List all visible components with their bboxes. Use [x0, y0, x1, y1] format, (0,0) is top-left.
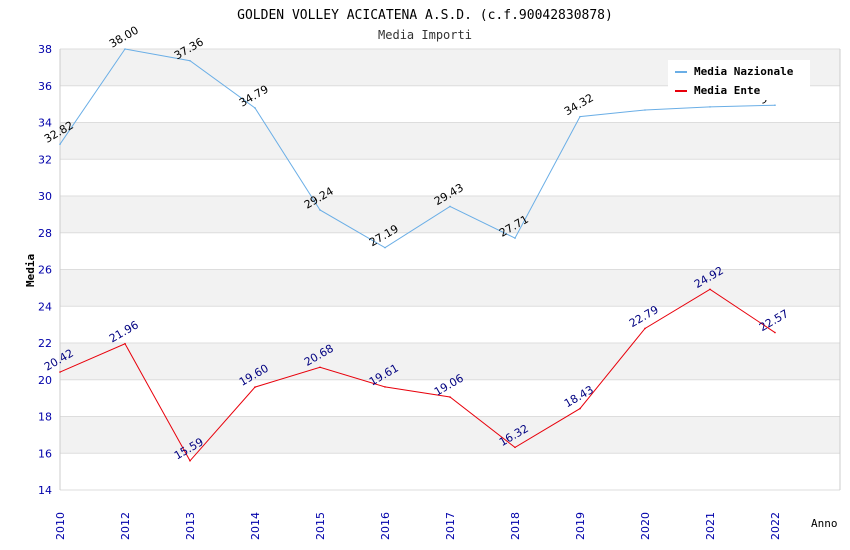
- data-point: [514, 446, 516, 449]
- data-point: [59, 143, 61, 145]
- series-line-media-nazionale: [59, 48, 776, 249]
- x-tick-label: 2012: [119, 512, 132, 540]
- data-point: [774, 331, 776, 334]
- data-point: [254, 107, 256, 109]
- grid-band: [60, 416, 840, 454]
- x-tick-label: 2010: [54, 512, 67, 540]
- data-point: [774, 104, 776, 107]
- x-tick-label: 2022: [769, 512, 782, 540]
- data-point: [384, 386, 386, 388]
- data-point: [319, 209, 321, 211]
- y-tick-label: 18: [38, 411, 52, 424]
- grid-band: [60, 343, 840, 380]
- grid-band: [60, 379, 840, 417]
- legend-label-ente: Media Ente: [694, 84, 761, 97]
- x-tick-label: 2015: [314, 512, 327, 540]
- grid-band: [60, 232, 840, 270]
- x-tick-label: 2017: [444, 512, 457, 540]
- plot-background: [59, 48, 841, 491]
- y-tick-label: 26: [38, 264, 52, 277]
- data-point: [124, 48, 126, 50]
- x-axis-title: Anno: [811, 517, 838, 530]
- data-point: [709, 288, 711, 291]
- y-tick-label: 14: [38, 484, 52, 497]
- grid-band: [60, 122, 840, 160]
- y-tick-label: 38: [38, 43, 52, 56]
- series-line-media-ente: [59, 288, 776, 462]
- data-point: [579, 115, 581, 118]
- y-tick-label: 22: [38, 337, 52, 350]
- data-point: [449, 396, 451, 398]
- x-tick-label: 2018: [509, 512, 522, 540]
- data-label: 38.00: [107, 24, 141, 51]
- y-tick-label: 28: [38, 227, 52, 240]
- data-point: [384, 246, 386, 249]
- data-point: [644, 327, 646, 330]
- data-point: [319, 366, 321, 369]
- data-point: [59, 371, 61, 373]
- chart-subtitle: Media Importi: [378, 28, 472, 42]
- data-point: [189, 459, 191, 462]
- data-point: [189, 59, 191, 62]
- x-tick-label: 2014: [249, 512, 262, 540]
- data-point: [709, 106, 711, 108]
- y-axis-title: Media: [24, 254, 37, 287]
- x-axis-ticks: 2010 2012 2013 2014 2015 2016 2017 2018 2019 2020…: [54, 512, 782, 540]
- y-tick-label: 24: [38, 300, 52, 313]
- x-tick-label: 2019: [574, 512, 587, 540]
- grid-band: [60, 453, 840, 490]
- x-tick-label: 2021: [704, 512, 717, 540]
- y-tick-label: 36: [38, 80, 52, 93]
- y-tick-label: 34: [38, 117, 52, 130]
- y-axis-ticks: 14 16 18 20 22 24 26 28 30 32 34 36 38: [38, 43, 52, 497]
- data-point: [449, 205, 451, 208]
- grid-band: [60, 159, 840, 196]
- grid-band: [60, 306, 840, 343]
- y-tick-label: 16: [38, 447, 52, 460]
- legend-label-nazionale: Media Nazionale: [694, 65, 794, 78]
- grid-band: [60, 196, 840, 233]
- x-tick-label: 2013: [184, 512, 197, 540]
- x-tick-label: 2016: [379, 512, 392, 540]
- data-point: [124, 342, 126, 345]
- legend-box: [668, 60, 810, 100]
- y-tick-label: 32: [38, 153, 52, 166]
- data-point: [644, 109, 646, 111]
- data-point: [579, 407, 581, 410]
- y-tick-label: 20: [38, 374, 52, 387]
- grid-band: [60, 269, 840, 307]
- data-point: [254, 386, 256, 388]
- chart-title: GOLDEN VOLLEY ACICATENA A.S.D. (c.f.9004…: [237, 8, 613, 23]
- legend: Media Nazionale Media Ente: [668, 60, 810, 100]
- x-tick-label: 2020: [639, 512, 652, 540]
- data-point: [514, 237, 516, 239]
- y-tick-label: 30: [38, 190, 52, 203]
